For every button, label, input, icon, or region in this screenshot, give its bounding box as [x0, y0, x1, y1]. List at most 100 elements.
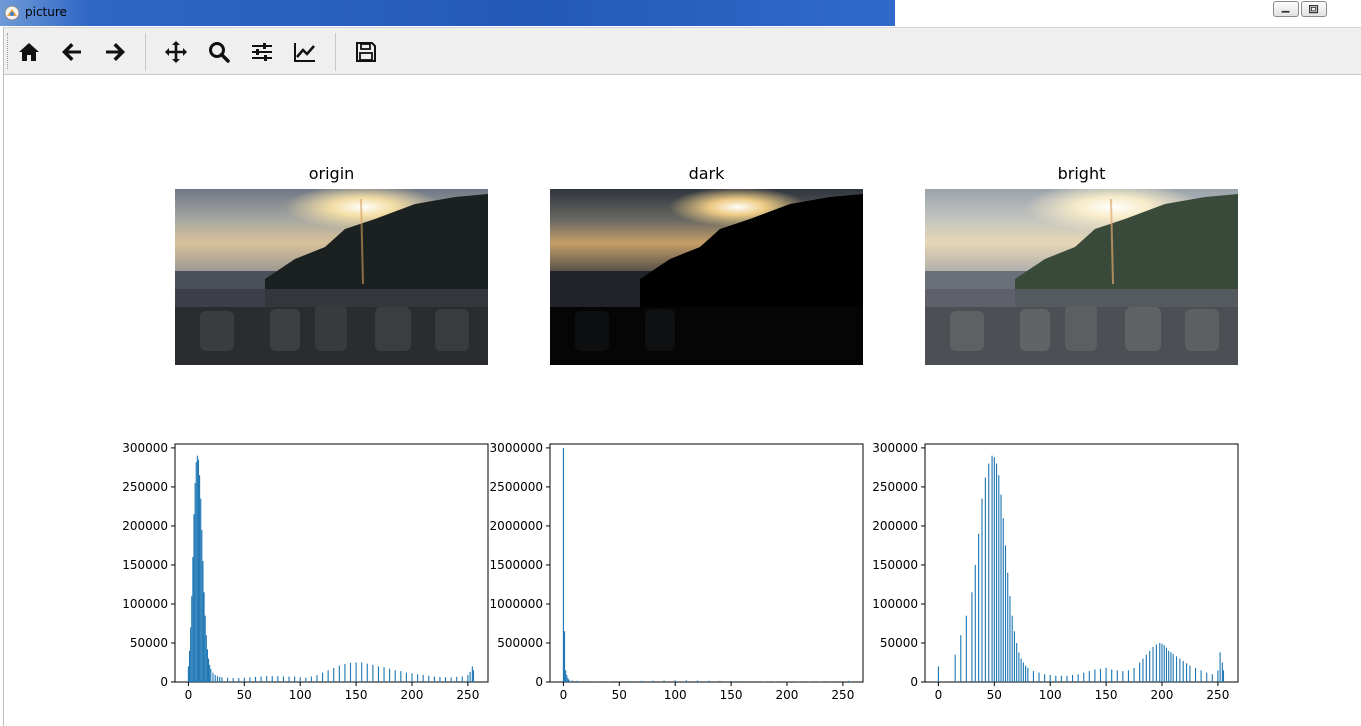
histogram-bar	[411, 673, 413, 682]
histogram-bar	[1217, 670, 1219, 682]
histogram-bar	[204, 615, 206, 682]
histogram-bar	[216, 676, 219, 682]
edit-curves-button[interactable]	[290, 37, 320, 67]
zoom-button[interactable]	[204, 37, 234, 67]
histogram-bar	[187, 666, 189, 682]
histogram-bar	[428, 675, 430, 682]
histogram-bar	[288, 676, 290, 682]
histogram-bar	[1175, 656, 1178, 682]
histogram-bar	[433, 676, 435, 682]
histogram-bar	[377, 666, 380, 682]
histogram-bar	[271, 676, 273, 682]
x-tick-label: 250	[831, 688, 854, 702]
histogram-bar	[618, 681, 620, 682]
home-icon	[19, 43, 39, 61]
axes-frame	[549, 443, 864, 683]
histogram-bar	[206, 649, 208, 682]
edit-curves-icon	[294, 43, 315, 62]
histogram-bar	[277, 676, 279, 682]
histogram-bar	[195, 461, 197, 682]
histogram-bar	[221, 677, 223, 682]
x-tick-label: 150	[345, 688, 368, 702]
histogram-bar	[1088, 671, 1090, 682]
histogram-bar	[1060, 675, 1062, 682]
histogram-bar	[1122, 671, 1124, 682]
pan-icon	[165, 41, 187, 63]
histogram-bar	[1018, 652, 1020, 682]
histogram-bar	[1077, 674, 1079, 682]
histogram-bar	[212, 672, 214, 682]
window-title: picture	[25, 5, 67, 19]
histogram-bar	[741, 681, 743, 682]
histogram-bar	[471, 666, 473, 682]
histogram-bar	[1038, 672, 1040, 682]
minimize-button[interactable]	[1273, 1, 1299, 17]
axes-frame	[174, 443, 489, 683]
histogram-bar	[203, 592, 205, 682]
histogram-dark[interactable]: 0 50 100 150 200 250 0 500000 1000000 1500000 2000…	[475, 435, 875, 705]
forward-button[interactable]	[100, 37, 130, 67]
histogram-bar	[1172, 653, 1174, 682]
y-tick-label: 150000	[872, 558, 918, 572]
y-tick-label: 3000000	[490, 441, 543, 455]
subplots-button[interactable]	[247, 37, 277, 67]
histogram-bar	[1055, 675, 1057, 682]
histogram-bar	[674, 680, 676, 682]
histogram-bar	[1194, 667, 1197, 682]
histogram-bar	[219, 676, 221, 682]
histogram-bar	[193, 514, 195, 682]
histogram-bar	[389, 668, 391, 682]
back-button[interactable]	[57, 37, 87, 67]
histogram-bar	[191, 596, 193, 682]
histogram-bar	[1099, 668, 1102, 682]
x-tick-label: 50	[237, 688, 252, 702]
bright-image	[925, 189, 1238, 365]
y-tick-label: 250000	[122, 480, 168, 494]
restore-button[interactable]	[1301, 1, 1327, 17]
histogram-bar	[243, 677, 245, 682]
zoom-icon	[209, 42, 230, 63]
histogram-bar	[998, 475, 1000, 682]
histogram-bar	[1032, 671, 1034, 682]
toolbar-grip[interactable]	[7, 33, 9, 69]
histogram-bar	[194, 483, 196, 682]
histogram-bar	[568, 679, 570, 682]
histogram-bar	[1219, 652, 1221, 682]
histogram-bright[interactable]: 0 50 100 150 200 250 0 50000 100000 150000 200000 2…	[850, 435, 1250, 705]
histogram-bar	[1072, 674, 1074, 682]
histogram-bar	[333, 667, 335, 682]
save-button[interactable]	[351, 37, 381, 67]
histogram-bar	[1000, 494, 1002, 682]
dark-photo	[550, 189, 863, 365]
histogram-bar	[197, 459, 200, 682]
histogram-origin[interactable]: 0 50 100 150 200 250 0 50000 100000 150000 200000 2…	[100, 435, 500, 705]
pan-button[interactable]	[161, 37, 191, 67]
x-tick-label: 0	[560, 688, 568, 702]
histogram-bar	[400, 671, 402, 682]
histogram-bar	[1027, 667, 1029, 682]
histogram-bar	[472, 670, 475, 682]
y-tick-label: 1500000	[490, 558, 543, 572]
histogram-bar	[629, 681, 632, 682]
histogram-bar	[960, 635, 962, 682]
y-tick-label: 500000	[497, 636, 543, 650]
histogram-bar	[199, 475, 201, 682]
histogram-bar	[192, 557, 194, 682]
y-tick-label: 200000	[872, 519, 918, 533]
histogram-bar	[842, 681, 844, 682]
histogram-bar	[988, 463, 990, 682]
histogram-bar	[1163, 645, 1165, 682]
histogram-bar	[254, 676, 257, 682]
x-tick-label: 150	[1095, 688, 1118, 702]
toolbar-separator	[145, 33, 146, 71]
home-button[interactable]	[14, 37, 44, 67]
histogram-bar	[1152, 646, 1154, 682]
image-title-dark: dark	[688, 164, 725, 183]
back-icon	[62, 43, 81, 61]
histogram-bar	[596, 681, 598, 682]
histogram-bar	[831, 681, 833, 682]
y-tick-label: 150000	[122, 558, 168, 572]
histogram-bar	[565, 670, 567, 682]
y-tick-label: 200000	[122, 519, 168, 533]
histogram-bar	[1165, 647, 1168, 682]
